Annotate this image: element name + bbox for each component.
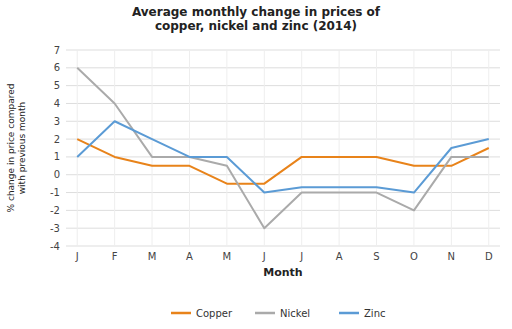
chart-container: Average monthly change in prices ofcoppe…: [0, 0, 512, 329]
y-tick-label: 2: [54, 134, 60, 145]
y-tick-label: 7: [54, 45, 60, 56]
legend-swatch: [339, 312, 359, 315]
x-tick-label: O: [410, 251, 418, 262]
x-grid-line: [77, 50, 78, 246]
x-axis-label: Month: [263, 266, 302, 279]
title-line: copper, nickel and zinc (2014): [155, 19, 357, 33]
y-grid-line: [66, 103, 500, 104]
x-tick-label: J: [75, 251, 79, 262]
x-grid-line: [264, 50, 265, 246]
y-axis-label-line: % change in price compared: [6, 84, 16, 213]
title: Average monthly change in prices ofcoppe…: [132, 5, 381, 33]
y-grid-line: [66, 85, 500, 86]
legend-swatch: [171, 312, 191, 315]
x-tick-label: A: [336, 251, 343, 262]
series-line: [77, 68, 489, 228]
x-tick-label: S: [373, 251, 379, 262]
x-tick-label: F: [112, 251, 118, 262]
x-grid-line: [301, 50, 302, 246]
x-grid-line: [114, 50, 115, 246]
x-tick-label: A: [186, 251, 193, 262]
y-grid-line: [66, 192, 500, 193]
y-grid-line: [66, 67, 500, 68]
legend-label: Zinc: [364, 308, 385, 319]
y-axis-label-line: with previous month: [17, 102, 27, 195]
x-grid-line: [226, 50, 227, 246]
series-line: [77, 121, 489, 192]
y-tick-label: 0: [54, 169, 60, 180]
title-line: Average monthly change in prices of: [132, 5, 381, 19]
x-tick-label: N: [448, 251, 455, 262]
legend: Copper Nickel Zinc: [171, 308, 385, 319]
y-tick-label: 5: [54, 80, 60, 91]
y-tick-label: 1: [54, 151, 60, 162]
y-tick-label: 4: [54, 98, 60, 109]
x-grid-line: [189, 50, 190, 246]
lines: [77, 68, 489, 228]
y-grid-line: [66, 156, 500, 157]
y-grid-line: [66, 228, 500, 229]
x-tick-label: M: [148, 251, 157, 262]
y-tick-label: 6: [54, 62, 60, 73]
legend-swatch: [255, 312, 275, 315]
y-tick-label: -3: [50, 223, 60, 234]
x-grid-line: [376, 50, 377, 246]
x-tick-label: D: [485, 251, 493, 262]
x-tick-label: M: [223, 251, 232, 262]
y-tick-label: -2: [50, 205, 60, 216]
legend-label: Nickel: [280, 308, 310, 319]
y-grid-line: [66, 139, 500, 140]
y-grid-line: [66, 246, 500, 247]
x-grid-line: [339, 50, 340, 246]
y-tick-label: -4: [50, 241, 60, 252]
legend-label: Copper: [196, 308, 233, 319]
x-grid-line: [152, 50, 153, 246]
y-tick-label: 3: [54, 116, 60, 127]
grid: [66, 50, 500, 246]
y-tick-label: -1: [50, 187, 60, 198]
y-axis-label: % change in price comparedwith previous …: [6, 84, 27, 213]
x-grid-line: [413, 50, 414, 246]
chart: Average monthly change in prices ofcoppe…: [0, 0, 512, 329]
x-tick-label: J: [299, 251, 303, 262]
y-grid-line: [66, 121, 500, 122]
x-tick-label: J: [262, 251, 266, 262]
y-grid-line: [66, 174, 500, 175]
y-grid-line: [66, 50, 500, 51]
